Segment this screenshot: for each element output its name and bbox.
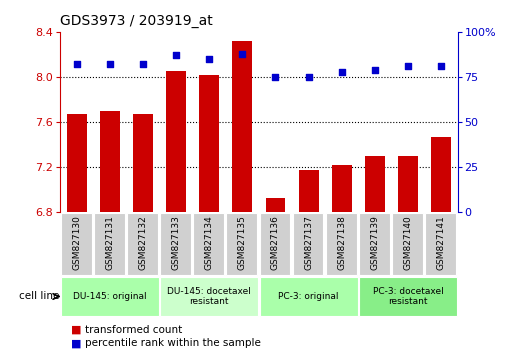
Text: PC-3: docetaxel
resistant: PC-3: docetaxel resistant (372, 287, 444, 306)
Bar (392, 213, 423, 275)
Bar (232, 41, 252, 212)
Bar (160, 213, 191, 275)
Text: PC-3: original: PC-3: original (278, 292, 339, 301)
Text: cell line: cell line (19, 291, 60, 302)
Text: ■: ■ (71, 338, 81, 348)
Text: GSM827135: GSM827135 (238, 216, 247, 270)
Text: ■: ■ (71, 325, 81, 335)
Text: GSM827141: GSM827141 (437, 216, 446, 270)
Bar (199, 75, 219, 212)
Bar (365, 156, 385, 212)
Point (437, 63, 445, 69)
Bar (226, 213, 257, 275)
Text: GSM827139: GSM827139 (370, 216, 379, 270)
Bar (160, 276, 258, 316)
Bar (94, 213, 125, 275)
Bar (133, 114, 153, 212)
Bar (431, 137, 451, 212)
Bar (194, 213, 224, 275)
Bar (259, 276, 358, 316)
Bar (359, 276, 457, 316)
Text: DU-145: original: DU-145: original (73, 292, 146, 301)
Text: GSM827132: GSM827132 (139, 216, 147, 270)
Point (371, 67, 379, 73)
Bar (61, 276, 159, 316)
Point (73, 62, 81, 67)
Text: GSM827130: GSM827130 (72, 216, 81, 270)
Bar (61, 213, 92, 275)
Text: GSM827134: GSM827134 (204, 216, 214, 270)
Bar (359, 213, 390, 275)
Bar (425, 213, 456, 275)
Bar (326, 213, 357, 275)
Text: GSM827131: GSM827131 (105, 216, 115, 270)
Text: percentile rank within the sample: percentile rank within the sample (85, 338, 261, 348)
Text: transformed count: transformed count (85, 325, 183, 335)
Bar (266, 198, 286, 212)
Text: GSM827136: GSM827136 (271, 216, 280, 270)
Text: GSM827137: GSM827137 (304, 216, 313, 270)
Bar (166, 72, 186, 212)
Text: GSM827140: GSM827140 (403, 216, 413, 270)
Point (106, 62, 114, 67)
Text: GSM827138: GSM827138 (337, 216, 346, 270)
Point (404, 63, 412, 69)
Point (304, 74, 313, 80)
Point (139, 62, 147, 67)
Bar (332, 165, 351, 212)
Bar (67, 114, 87, 212)
Bar (100, 111, 120, 212)
Point (271, 74, 280, 80)
Bar (259, 213, 290, 275)
Point (172, 52, 180, 58)
Bar (299, 170, 319, 212)
Bar (293, 213, 323, 275)
Text: DU-145: docetaxel
resistant: DU-145: docetaxel resistant (167, 287, 251, 306)
Point (205, 56, 213, 62)
Text: GSM827133: GSM827133 (172, 216, 180, 270)
Point (337, 69, 346, 74)
Point (238, 51, 246, 56)
Bar (398, 156, 418, 212)
Text: GDS3973 / 203919_at: GDS3973 / 203919_at (60, 14, 213, 28)
Bar (127, 213, 158, 275)
